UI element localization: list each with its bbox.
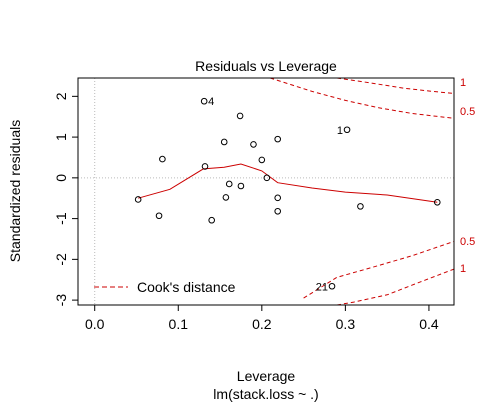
x-tick-label-1: 0.1 <box>169 316 189 332</box>
cooks-distance-contours <box>270 77 455 306</box>
y-axis: -3 -2 -1 0 1 2 <box>53 92 78 306</box>
chart-subtitle: lm(stack.loss ~ .) <box>213 386 318 402</box>
cooks-contour-upper-1 <box>336 77 455 94</box>
plot-frame <box>77 77 455 306</box>
data-point-13 <box>134 196 142 203</box>
point-label-21: 21 <box>316 281 328 293</box>
smooth-line <box>138 163 438 203</box>
data-point-15 <box>274 194 281 202</box>
point-label-4: 4 <box>208 96 214 108</box>
data-point-18 <box>274 207 281 215</box>
smooth-line-group <box>138 163 438 203</box>
data-point-19 <box>155 212 163 220</box>
legend-label-cooks-distance: Cook's distance <box>137 279 236 295</box>
chart-title: Residuals vs Leverage <box>195 58 337 74</box>
y-axis-label: Standardized residuals <box>7 120 23 262</box>
x-axis: 0.0 0.1 0.2 0.3 0.4 <box>85 305 439 332</box>
data-point-3 <box>236 112 244 120</box>
data-point-7 <box>159 155 166 163</box>
cooks-contour-lower-1 <box>336 268 455 306</box>
x-tick-label-4: 0.4 <box>419 316 439 332</box>
cooks-label-lower-1: 1 <box>460 263 466 275</box>
legend: Cook's distance <box>94 279 236 295</box>
data-points <box>134 97 441 290</box>
cooks-label-lower-0: 0.5 <box>460 236 475 248</box>
point-label-1: 1 <box>337 125 343 137</box>
data-point-16 <box>357 203 364 210</box>
y-tick-label-2: -1 <box>53 212 69 225</box>
cooks-contour-labels: 1 0.5 0.5 1 <box>460 77 475 275</box>
point-labels: 4 1 21 <box>208 96 343 293</box>
data-point-2 <box>343 126 351 134</box>
reference-lines <box>78 78 454 305</box>
data-point-14 <box>222 194 230 201</box>
data-point-17 <box>433 198 441 206</box>
data-point-6 <box>250 141 257 148</box>
cooks-label-upper-1: 0.5 <box>460 106 475 118</box>
data-point-21 <box>328 282 336 290</box>
y-tick-label-4: 1 <box>53 133 69 141</box>
y-tick-label-5: 2 <box>53 92 69 100</box>
data-point-10 <box>263 174 271 182</box>
x-tick-label-0: 0.0 <box>85 316 105 332</box>
data-point-20 <box>208 216 215 224</box>
x-axis-label: Leverage <box>237 368 296 384</box>
y-tick-label-3: 0 <box>53 174 69 182</box>
y-tick-label-0: -3 <box>53 294 69 307</box>
cooks-label-upper-0: 1 <box>460 77 466 89</box>
data-point-4 <box>274 135 281 143</box>
cooks-contour-upper-0-5 <box>270 77 455 119</box>
data-point-5 <box>220 138 228 146</box>
data-point-11 <box>225 180 233 188</box>
data-point-9 <box>201 163 209 170</box>
y-tick-label-1: -2 <box>53 253 69 266</box>
data-point-12 <box>237 182 245 190</box>
x-tick-label-2: 0.2 <box>252 316 272 332</box>
x-tick-label-3: 0.3 <box>336 316 356 332</box>
data-point-8 <box>258 156 266 164</box>
data-point-1 <box>200 97 208 105</box>
